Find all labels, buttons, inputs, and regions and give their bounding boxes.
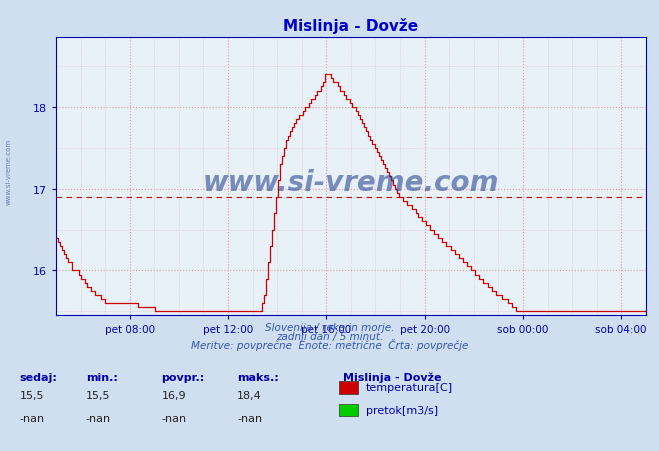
Text: povpr.:: povpr.: <box>161 372 205 382</box>
Text: -nan: -nan <box>20 413 45 423</box>
Text: sedaj:: sedaj: <box>20 372 57 382</box>
Text: min.:: min.: <box>86 372 117 382</box>
Text: -nan: -nan <box>237 413 262 423</box>
Text: -nan: -nan <box>161 413 186 423</box>
Text: Meritve: povprečne  Enote: metrične  Črta: povprečje: Meritve: povprečne Enote: metrične Črta:… <box>191 338 468 350</box>
Text: 15,5: 15,5 <box>20 390 44 400</box>
Text: www.si-vreme.com: www.si-vreme.com <box>203 169 499 197</box>
Text: temperatura[C]: temperatura[C] <box>366 382 453 392</box>
Text: zadnji dan / 5 minut.: zadnji dan / 5 minut. <box>276 331 383 341</box>
Text: www.si-vreme.com: www.si-vreme.com <box>5 138 11 204</box>
Text: maks.:: maks.: <box>237 372 279 382</box>
Text: Mislinja - Dovže: Mislinja - Dovže <box>343 372 441 382</box>
Title: Mislinja - Dovže: Mislinja - Dovže <box>283 18 418 34</box>
Text: pretok[m3/s]: pretok[m3/s] <box>366 405 438 415</box>
Text: 18,4: 18,4 <box>237 390 262 400</box>
Text: Slovenija / reke in morje.: Slovenija / reke in morje. <box>265 322 394 332</box>
Text: 16,9: 16,9 <box>161 390 186 400</box>
Text: -nan: -nan <box>86 413 111 423</box>
Text: 15,5: 15,5 <box>86 390 110 400</box>
